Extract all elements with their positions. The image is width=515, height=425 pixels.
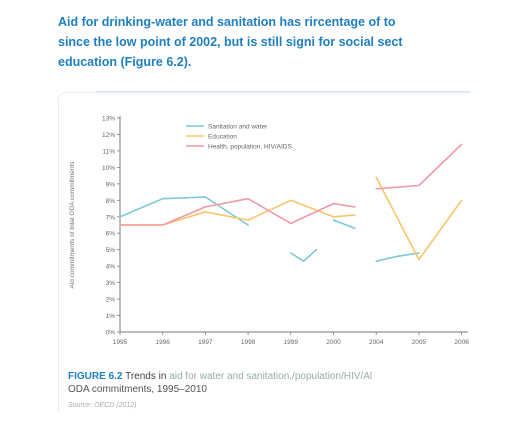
y-tick-label: 12%	[102, 132, 115, 139]
panel-top-rule	[96, 91, 470, 92]
y-tick-label: 2%	[106, 297, 116, 304]
figure-number: FIGURE 6.2	[68, 371, 123, 382]
y-axis-label: Aid commitments of total ODA commitments	[69, 161, 76, 289]
series-line-health	[119, 197, 356, 226]
y-tick-label: 6%	[106, 231, 116, 238]
series-line-sanitation	[332, 219, 356, 230]
caption-text-dark: Trends in	[125, 371, 167, 382]
y-tick-label: 11%	[102, 148, 115, 155]
series-line-sanitation	[290, 248, 318, 262]
x-tick-label: 2000	[326, 339, 341, 346]
caption-text-light: aid for water and sanitation,/population…	[169, 371, 373, 382]
intro-line-1: Aid for drinking-water and sanitation ha…	[58, 15, 396, 29]
x-tick-label: 2004	[369, 339, 384, 346]
y-tick-label: 0%	[106, 330, 116, 337]
x-tick-label: 1997	[198, 339, 213, 346]
y-tick-label: 5%	[106, 247, 116, 254]
x-tick-label: 2006	[454, 339, 469, 346]
y-tick-label: 8%	[106, 198, 116, 205]
line-chart: 0% 1% 2% 3% 4% 5% 6% 7% 8% 9% 10% 11% 12% 13% 1995 1996…	[69, 116, 469, 347]
series-line-education	[375, 176, 463, 261]
y-tick-label: 9%	[106, 181, 116, 188]
legend-label-education: Education	[208, 134, 237, 141]
series-line-health	[375, 143, 463, 190]
caption-line-2: ODA commitments, 1995–2010	[68, 384, 207, 395]
intro-paragraph: Aid for drinking-water and sanitation ha…	[58, 12, 508, 72]
y-tick-label: 4%	[106, 264, 116, 271]
y-tick-label: 7%	[106, 214, 116, 221]
chart-axes: 0% 1% 2% 3% 4% 5% 6% 7% 8% 9% 10% 11% 12% 13% 1995 1996…	[69, 116, 469, 347]
legend-label-sanitation: Sanitation and water	[208, 124, 268, 131]
series-line-sanitation	[375, 252, 420, 262]
x-tick-label: 1996	[155, 339, 170, 346]
y-tick-label: 10%	[102, 165, 115, 172]
x-tick-label: 2005	[412, 339, 427, 346]
x-tick-label: 1998	[241, 339, 256, 346]
legend-label-health: Health, population, HIV/AIDS	[208, 144, 292, 151]
y-tick-label: 1%	[106, 313, 116, 320]
y-tick-label: 3%	[106, 280, 116, 287]
figure-caption: FIGURE 6.2 Trends in aid for water and s…	[68, 370, 472, 396]
series-line-education	[119, 199, 356, 226]
x-tick-label: 1999	[284, 339, 299, 346]
figure-panel	[58, 92, 471, 411]
intro-line-3: education (Figure 6.2).	[58, 55, 192, 69]
figure-source: Source: OECD (2012)	[68, 402, 137, 409]
y-tick-label: 13%	[102, 116, 115, 123]
chart-lines	[119, 143, 463, 262]
intro-line-2: since the low point of 2002, but is stil…	[58, 35, 403, 49]
x-tick-label: 1995	[113, 339, 128, 346]
chart-legend: Sanitation and water Education Health, pop…	[186, 124, 292, 151]
series-line-sanitation	[119, 196, 249, 226]
